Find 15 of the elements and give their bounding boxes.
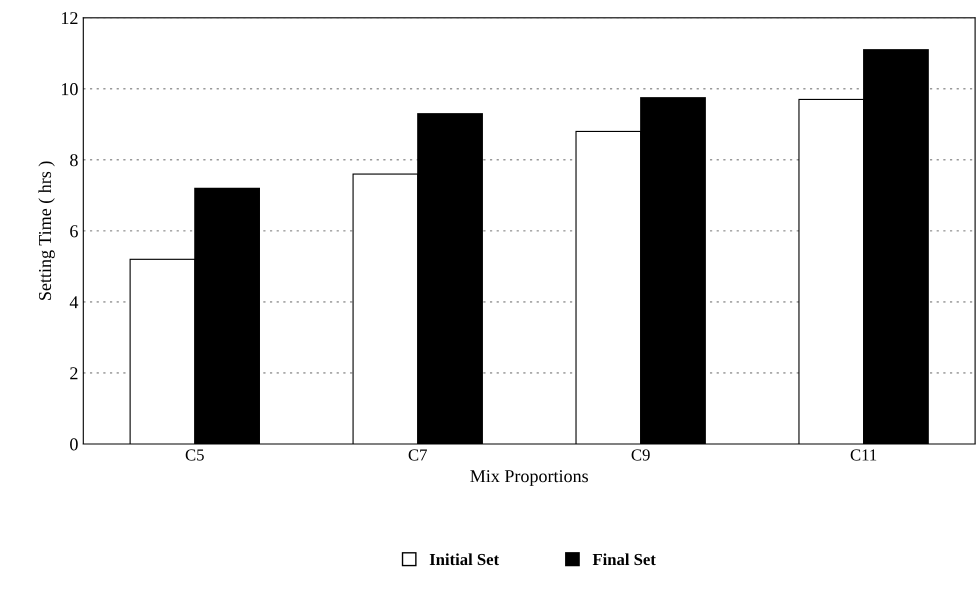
y-tick-label: 4 [70,296,78,308]
y-tick-label: 8 [70,154,78,166]
y-tick-label: 2 [70,367,78,380]
x-tick-label: C5 [186,449,204,461]
x-axis-title: Mix Proportions [470,470,588,486]
y-tick-label: 12 [62,12,78,24]
y-tick-label: 10 [62,83,78,96]
y-tick-label: 0 [70,438,78,450]
y-tick-label: 6 [70,225,78,238]
y-axis-title: Setting Time ( hrs ) [38,161,55,300]
x-tick-label: C7 [408,449,427,461]
legend-label: Initial Set [430,553,500,566]
x-tick-label: C9 [632,449,650,461]
x-tick-label: C11 [850,449,876,461]
legend-label: Final Set [592,553,656,566]
